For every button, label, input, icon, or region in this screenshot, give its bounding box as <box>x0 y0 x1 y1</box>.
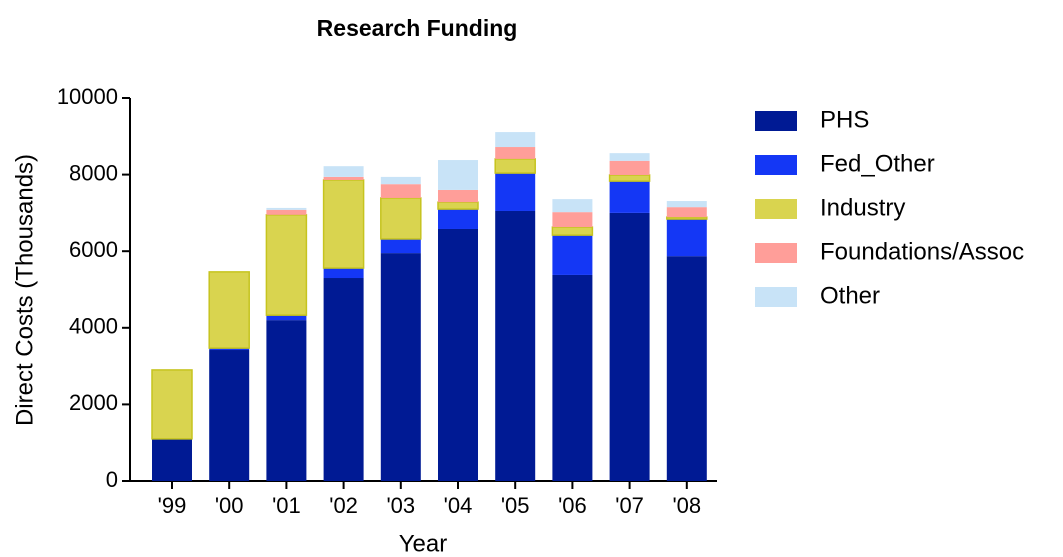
legend-label: Fed_Other <box>820 150 935 177</box>
y-axis-label: Direct Costs (Thousands) <box>11 154 38 426</box>
chart-title: Research Funding <box>317 15 518 41</box>
bar-segment <box>552 212 593 228</box>
bar-segment <box>209 348 250 351</box>
bar-segment <box>438 228 478 481</box>
bar-segment <box>438 160 478 190</box>
bar-segment <box>323 268 364 279</box>
bar-segment <box>266 209 307 215</box>
bar-segment <box>609 153 650 161</box>
x-tick-label: '99 <box>158 493 187 518</box>
bar-segment <box>208 271 250 349</box>
bar-segment <box>666 207 707 218</box>
bar-segment <box>380 176 421 185</box>
x-axis-label: Year <box>399 530 448 557</box>
bar-segment <box>266 320 307 481</box>
bar-segment <box>151 369 193 440</box>
legend-label: Industry <box>820 194 905 221</box>
bar-segment <box>666 219 707 257</box>
legend-label: Foundations/Assoc <box>820 238 1024 265</box>
bar-segment <box>152 438 192 481</box>
bar-segment <box>266 315 307 321</box>
legend-swatch <box>755 199 797 219</box>
bar-segment <box>438 209 478 229</box>
legend-swatch <box>755 243 797 263</box>
bar-segment <box>323 166 364 177</box>
bar-segment <box>666 256 707 481</box>
bar-segment <box>380 184 421 198</box>
y-tick-label: 4000 <box>69 314 118 339</box>
bar-segment <box>380 238 421 254</box>
x-tick-label: '03 <box>386 493 415 518</box>
x-tick-label: '05 <box>501 493 530 518</box>
bar-segment <box>552 274 593 481</box>
x-tick-label: '04 <box>444 493 473 518</box>
bar-segment <box>495 132 536 148</box>
legend-label: Other <box>820 282 880 309</box>
legend-swatch <box>755 111 797 131</box>
bar-segment <box>495 173 536 211</box>
bar-segment <box>495 147 536 159</box>
x-tick-label: '01 <box>272 493 301 518</box>
legend-swatch <box>755 155 797 175</box>
bar-segment <box>494 158 536 174</box>
bar-segment <box>380 197 422 240</box>
bar-segment <box>551 226 594 236</box>
x-tick-label: '08 <box>672 493 701 518</box>
legend-swatch <box>755 287 797 307</box>
y-tick-label: 10000 <box>57 84 118 109</box>
bar-segment <box>265 214 308 316</box>
bar-segment <box>666 216 708 220</box>
legend-label: PHS <box>820 106 869 133</box>
bar-segment <box>552 235 593 275</box>
bar-segment <box>609 212 650 481</box>
x-tick-label: '07 <box>615 493 644 518</box>
bar-segment <box>266 207 307 210</box>
x-tick-label: '06 <box>558 493 587 518</box>
bar-segment <box>209 350 250 481</box>
y-tick-label: 6000 <box>69 237 118 262</box>
bar-segment <box>323 278 364 481</box>
bar-segment <box>495 210 536 482</box>
bar-segment <box>322 179 365 269</box>
x-tick-label: '00 <box>215 493 244 518</box>
bar-segment <box>666 201 707 208</box>
bar-segment <box>608 174 651 182</box>
y-tick-label: 2000 <box>69 390 118 415</box>
y-tick-label: 0 <box>106 467 118 492</box>
bar-segment <box>323 176 364 180</box>
bar-segment <box>609 181 650 213</box>
x-tick-label: '02 <box>329 493 358 518</box>
bar-segment <box>438 189 478 203</box>
y-tick-label: 8000 <box>69 160 118 185</box>
bar-segment <box>437 201 479 210</box>
bar-segment <box>552 199 593 213</box>
bar-segment <box>380 253 421 481</box>
bar-segment <box>609 160 650 175</box>
